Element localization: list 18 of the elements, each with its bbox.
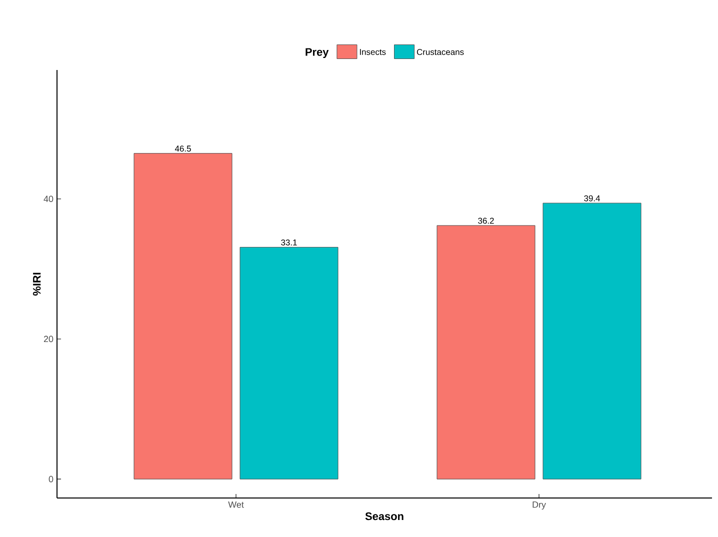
data-label: 36.2 [478,218,494,224]
data-label: 46.5 [174,146,191,152]
legend-label: Insects [360,49,386,55]
bar [134,153,232,480]
bar [436,225,536,480]
y-tick-label: 40 [44,196,54,202]
y-tick-label: 0 [48,476,54,482]
x-tick-label: Wet [228,502,244,508]
legend-label: Crustaceans [416,49,464,56]
x-axis-title: Season [365,512,404,520]
x-tick-label: Dry [532,502,546,510]
legend-title: Prey [306,48,329,58]
data-label: 39.4 [584,195,600,202]
y-tick-label: 20 [44,336,54,342]
bar [240,246,338,480]
y-axis-title: %IRI [32,272,41,296]
bar [542,202,642,480]
data-label: 33.1 [281,239,297,246]
